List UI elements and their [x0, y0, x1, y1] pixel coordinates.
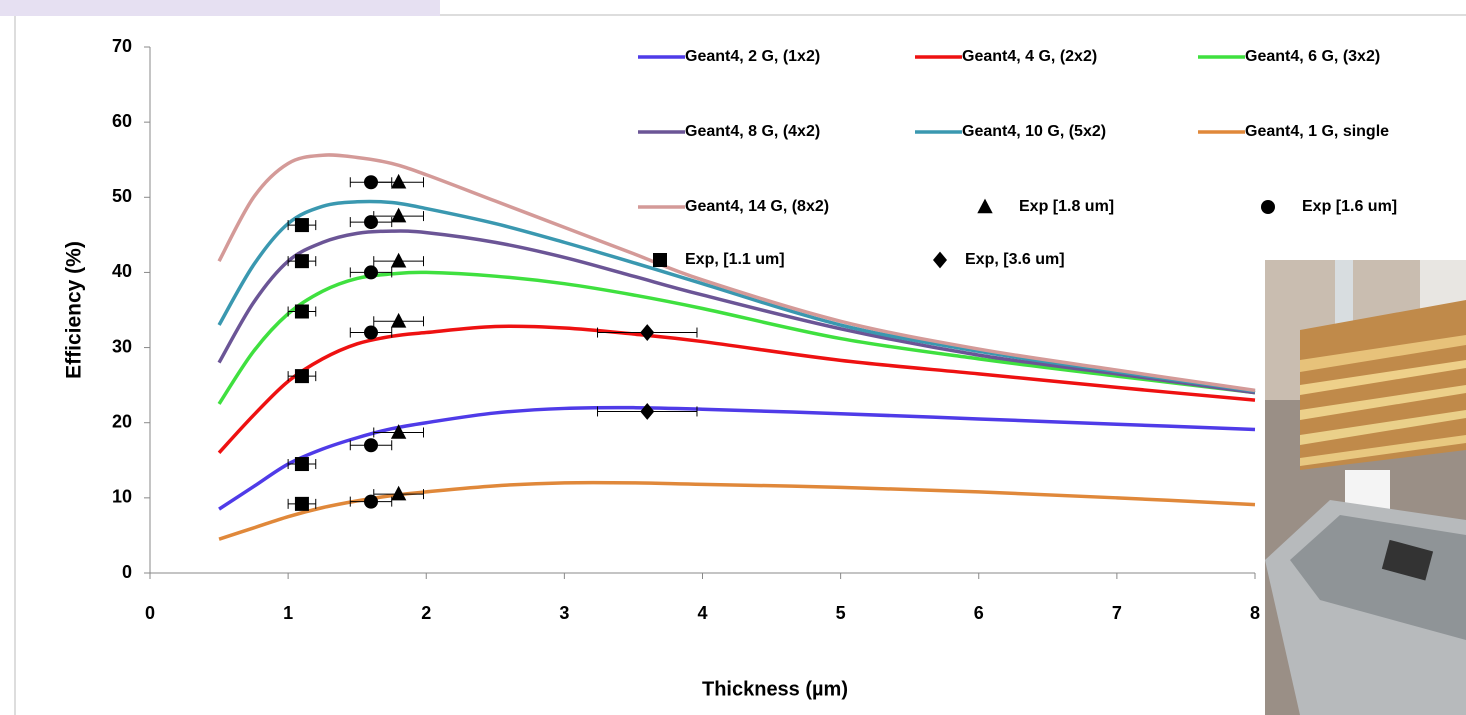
marker — [294, 369, 309, 384]
legend: Geant4, 2 G, (1x2) Geant4, 4 G, (2x2) Gean… — [638, 48, 1397, 269]
marker — [294, 304, 309, 319]
legend-label: Exp, [1.1 um] — [685, 251, 785, 268]
plot-area: 0 10 20 30 40 50 60 70 0 1 2 3 4 5 6 7 8 — [112, 36, 1260, 623]
marker — [390, 312, 407, 328]
legend-marker — [977, 198, 993, 214]
marker — [364, 438, 378, 453]
marker — [390, 424, 407, 439]
legend-label: Geant4, 4 G, (2x2) — [962, 48, 1097, 65]
marker — [390, 485, 407, 501]
x-tick-label: 6 — [974, 603, 984, 623]
marker — [390, 173, 407, 189]
legend-label: Exp [1.6 um] — [1302, 198, 1397, 215]
y-tick-label: 60 — [112, 111, 132, 131]
series-line — [217, 324, 1256, 454]
marker — [390, 252, 407, 268]
x-axis-label: Thickness (µm) — [702, 678, 848, 700]
y-tick-label: 20 — [112, 411, 132, 431]
marker — [364, 215, 378, 230]
legend-label: Geant4, 2 G, (1x2) — [685, 48, 820, 65]
series-line — [218, 480, 1256, 541]
y-tick-label: 50 — [112, 186, 132, 206]
series-line — [217, 153, 1256, 393]
marker — [640, 403, 655, 420]
header-tab — [0, 0, 440, 16]
inset-photo — [1265, 260, 1466, 715]
marker — [294, 496, 309, 511]
y-tick-label: 40 — [112, 261, 132, 281]
series-line — [217, 199, 1256, 393]
marker — [364, 175, 378, 190]
y-tick-label: 0 — [122, 562, 132, 582]
marker — [364, 325, 378, 340]
legend-label: Geant4, 14 G, (8x2) — [685, 198, 829, 215]
marker — [390, 207, 407, 223]
x-tick-label: 0 — [145, 603, 155, 623]
x-tick-label: 4 — [697, 603, 707, 623]
marker — [294, 218, 309, 233]
marker — [364, 494, 378, 509]
x-tick-label: 2 — [421, 603, 431, 623]
marker — [640, 324, 655, 341]
marker — [364, 265, 378, 280]
series-line — [218, 405, 1256, 511]
x-tick-label: 7 — [1112, 603, 1122, 623]
legend-marker — [1261, 200, 1275, 214]
x-tick-label: 5 — [836, 603, 846, 623]
y-tick-label: 10 — [112, 487, 132, 507]
legend-label: Geant4, 8 G, (4x2) — [685, 123, 820, 140]
y-axis-label: Efficiency (%) — [63, 241, 86, 379]
legend-marker — [653, 253, 667, 267]
x-tick-label: 3 — [559, 603, 569, 623]
legend-label: Exp, [3.6 um] — [965, 251, 1065, 268]
legend-label: Geant4, 6 G, (3x2) — [1245, 48, 1380, 65]
series-line — [217, 229, 1256, 395]
y-tick-label: 70 — [112, 36, 132, 56]
series-line — [217, 270, 1256, 405]
x-tick-label: 1 — [283, 603, 293, 623]
legend-label: Geant4, 1 G, single — [1245, 123, 1389, 140]
legend-label: Exp [1.8 um] — [1019, 198, 1114, 215]
x-tick-label: 8 — [1250, 603, 1260, 623]
marker — [294, 457, 309, 472]
y-tick-label: 30 — [112, 336, 132, 356]
marker — [294, 254, 309, 269]
legend-marker — [933, 251, 947, 269]
legend-label: Geant4, 10 G, (5x2) — [962, 123, 1106, 140]
